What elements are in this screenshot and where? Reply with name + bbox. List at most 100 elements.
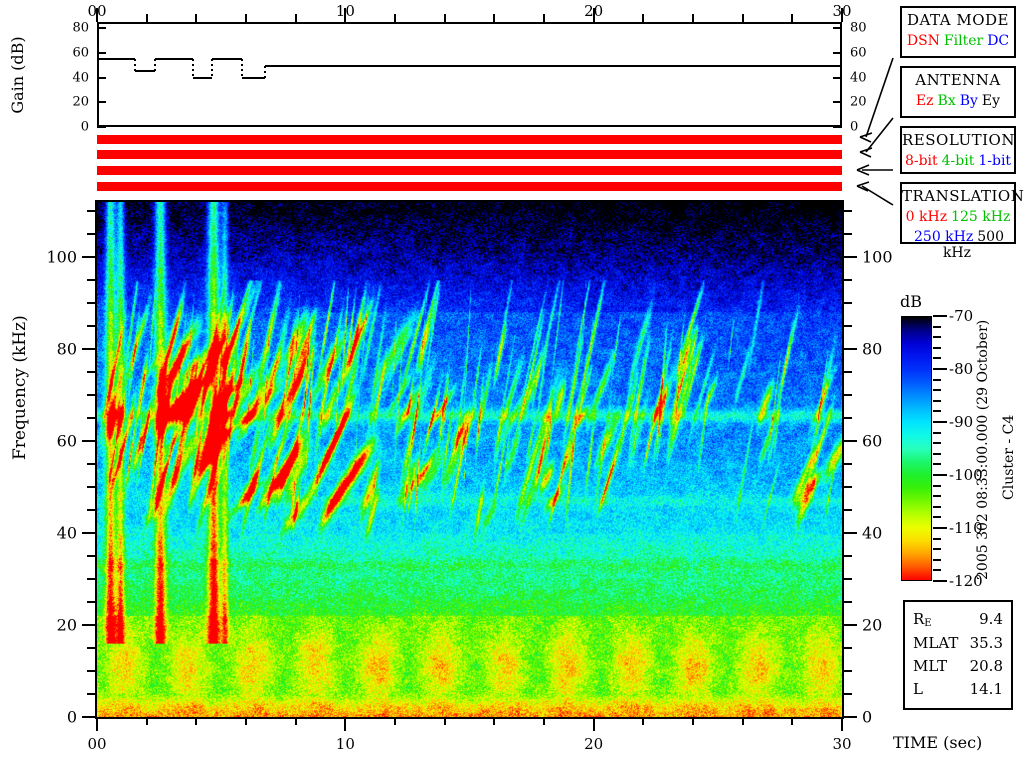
gain-trace-segment	[155, 58, 193, 61]
colorbar-minor-tick	[933, 346, 941, 349]
frequency-axis-label: Frequency (kHz)	[10, 315, 30, 460]
bottom-axis-major-tick	[592, 717, 595, 731]
gain-frame-left	[97, 22, 99, 127]
colorbar-unit-label: dB	[900, 292, 922, 311]
info-box-option[interactable]: Filter	[943, 33, 984, 49]
info-box-option[interactable]: Bx	[937, 93, 956, 109]
orbit-parameter-row: RE 9.4	[913, 608, 1003, 632]
top-axis-minor-tick	[692, 14, 694, 22]
colorbar-minor-tick	[933, 569, 941, 572]
info-box-option[interactable]: 500 kHz	[942, 229, 1004, 261]
info-box-option[interactable]: 8-bit	[904, 153, 938, 169]
time-axis-label: TIME (sec)	[893, 733, 983, 752]
gain-frame-top	[97, 22, 842, 24]
colorbar-minor-tick	[933, 452, 941, 455]
colorbar-minor-tick	[933, 399, 941, 402]
frequency-major-tick	[844, 532, 857, 535]
gain-trace-segment	[264, 65, 842, 68]
info-box-option[interactable]: By	[959, 93, 978, 109]
translation-bar	[97, 182, 842, 191]
frequency-minor-tick	[87, 302, 95, 305]
colorbar-tick-label: -120	[949, 572, 983, 590]
frequency-minor-tick	[844, 279, 852, 282]
resolution-bar	[97, 166, 842, 175]
colorbar-minor-tick	[933, 325, 941, 328]
frequency-minor-tick	[87, 693, 95, 695]
info-box-option[interactable]: DC	[987, 33, 1010, 49]
frequency-minor-tick	[87, 670, 95, 673]
gain-trace-segment	[192, 76, 213, 79]
colorbar-minor-tick	[933, 463, 941, 466]
gain-axis-tick-label: 0	[80, 119, 89, 135]
orbit-parameters-box: RE 9.4 MLAT 35.3 MLT 20.8 L 14.1	[903, 600, 1013, 710]
gain-axis-tick-label: 20	[72, 94, 89, 110]
top-axis-minor-tick	[394, 14, 396, 22]
gain-trace-transition	[154, 59, 157, 72]
gain-axis-tick-label: 20	[850, 94, 867, 110]
colorbar-minor-tick	[933, 537, 941, 540]
top-axis-minor-tick	[294, 14, 297, 22]
info-box-title: DATA MODE	[907, 11, 1009, 29]
gain-axis-tick-label: 0	[850, 119, 859, 135]
frequency-minor-tick	[87, 210, 95, 213]
info-box-option[interactable]: 125 kHz	[951, 209, 1011, 225]
frequency-minor-tick	[844, 302, 852, 305]
info-box-option[interactable]: 4-bit	[941, 153, 975, 169]
info-box-option[interactable]: Ez	[915, 93, 934, 109]
spectrogram-panel[interactable]	[95, 200, 844, 719]
orbit-parameter-key: L	[913, 680, 923, 699]
frequency-minor-tick	[87, 233, 95, 236]
colorbar-minor-tick	[933, 378, 941, 381]
orbit-parameter-subscript: E	[924, 618, 932, 630]
info-box-option[interactable]: DSN	[906, 33, 940, 49]
top-axis-tick-label: 20	[584, 2, 604, 20]
frequency-minor-tick	[87, 601, 95, 604]
top-axis-tick-label: 10	[335, 2, 355, 20]
frequency-minor-tick	[87, 578, 95, 581]
colorbar-tick-label: -90	[949, 413, 974, 431]
orbit-parameter-key: RE	[913, 610, 932, 630]
bottom-axis-minor-tick	[195, 717, 198, 725]
bottom-axis-minor-tick	[642, 717, 645, 725]
info-box-option[interactable]: 250 kHz	[914, 229, 974, 245]
info-box-option[interactable]: Ey	[981, 93, 1001, 109]
bottom-axis-minor-tick	[145, 717, 148, 725]
gain-axis-tick-label: 80	[72, 20, 89, 36]
frequency-minor-tick	[87, 555, 95, 558]
frequency-minor-tick	[87, 394, 95, 397]
info-box-title: TRANSLATION	[902, 187, 1024, 205]
top-axis-major-tick	[344, 8, 347, 22]
top-axis-major-tick	[96, 8, 98, 22]
info-box-option[interactable]: 1-bit	[978, 153, 1012, 169]
gain-axis-tick	[97, 51, 106, 54]
gain-trace-transition	[263, 66, 266, 78]
frequency-major-tick	[82, 716, 95, 718]
colorbar-major-tick	[933, 368, 947, 370]
info-box-option[interactable]: 0 kHz	[905, 209, 948, 225]
gain-trace-segment	[135, 70, 156, 73]
frequency-tick-label: 80	[862, 339, 883, 359]
bottom-axis-minor-tick	[692, 717, 694, 725]
gain-trace-transition	[241, 59, 244, 78]
gain-axis-tick	[97, 27, 106, 30]
frequency-tick-label: 100	[862, 247, 893, 267]
top-axis-minor-tick	[245, 14, 247, 22]
gain-axis-tick-label: 60	[72, 45, 89, 61]
gain-axis-tick	[97, 101, 106, 104]
top-axis-minor-tick	[791, 14, 794, 22]
frequency-minor-tick	[844, 325, 852, 328]
gain-frame-bottom	[97, 125, 842, 127]
frequency-minor-tick	[87, 647, 95, 650]
orbit-parameter-row: L 14.1	[913, 678, 1003, 701]
frequency-tick-label: 100	[46, 247, 77, 267]
frequency-minor-tick	[844, 555, 852, 558]
frequency-minor-tick	[844, 509, 852, 512]
top-axis-minor-tick	[195, 14, 198, 22]
spectrogram-canvas[interactable]	[97, 202, 842, 717]
orbit-parameter-value: 14.1	[969, 680, 1003, 699]
info-box-row: 0 kHz 125 kHz	[902, 209, 1014, 225]
info-box-row: Ez Bx By Ey	[902, 93, 1014, 109]
frequency-minor-tick	[844, 601, 852, 604]
frequency-minor-tick	[87, 325, 95, 328]
colorbar-tick-label: -100	[949, 466, 983, 484]
